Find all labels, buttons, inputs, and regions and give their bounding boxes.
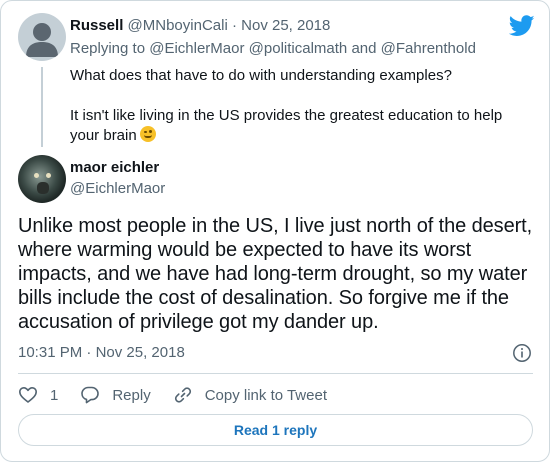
like-count: 1 — [50, 387, 58, 404]
read-replies-button[interactable]: Read 1 reply — [18, 414, 533, 446]
parent-paragraph-2: It isn't like living in the US provides … — [70, 106, 530, 146]
parent-author-name[interactable]: Russell — [70, 17, 123, 34]
twitter-bird-icon[interactable] — [509, 15, 535, 37]
mention-joiner: and — [351, 40, 376, 57]
tweet-actions: 1 Reply Copy link to Tweet — [18, 385, 349, 405]
copy-link-label: Copy link to Tweet — [205, 387, 327, 404]
reply-icon — [80, 385, 100, 405]
parent-date[interactable]: Nov 25, 2018 — [241, 17, 330, 34]
tweet-date: Nov 25, 2018 — [96, 344, 185, 361]
tweet-time: 10:31 PM — [18, 344, 82, 361]
main-tweet-text: Unlike most people in the US, I live jus… — [18, 214, 533, 334]
reply-label: Reply — [112, 387, 150, 404]
winking-face-icon — [140, 126, 156, 142]
parent-tweet-text: What does that have to do with understan… — [70, 66, 530, 166]
heart-icon — [18, 385, 38, 405]
main-author-name[interactable]: maor eichler — [70, 159, 159, 176]
mention-link[interactable]: @EichlerMaor — [149, 40, 244, 57]
parent-avatar[interactable] — [18, 13, 66, 61]
like-button[interactable]: 1 — [18, 385, 58, 405]
mention-link[interactable]: @Fahrenthold — [381, 40, 476, 57]
parent-author-handle[interactable]: @MNboyinCali — [128, 17, 228, 34]
thread-connector-line — [41, 67, 43, 147]
parent-paragraph-1: What does that have to do with understan… — [70, 66, 530, 86]
default-profile-icon — [18, 13, 66, 61]
copy-link-button[interactable]: Copy link to Tweet — [173, 385, 327, 405]
main-author-handle[interactable]: @EichlerMaor — [70, 180, 165, 197]
link-icon — [173, 385, 193, 405]
replying-to-prefix: Replying to — [70, 40, 145, 57]
divider — [18, 373, 533, 374]
replying-to-line: Replying to @EichlerMaor @politicalmath … — [70, 40, 476, 57]
tweet-timestamp[interactable]: 10:31 PM · Nov 25, 2018 — [18, 344, 185, 361]
mention-link[interactable]: @politicalmath — [249, 40, 348, 57]
info-icon[interactable] — [512, 343, 532, 363]
parent-header: Russell @MNboyinCali · Nov 25, 2018 — [70, 17, 330, 34]
reply-button[interactable]: Reply — [80, 385, 150, 405]
main-avatar[interactable] — [18, 155, 66, 203]
